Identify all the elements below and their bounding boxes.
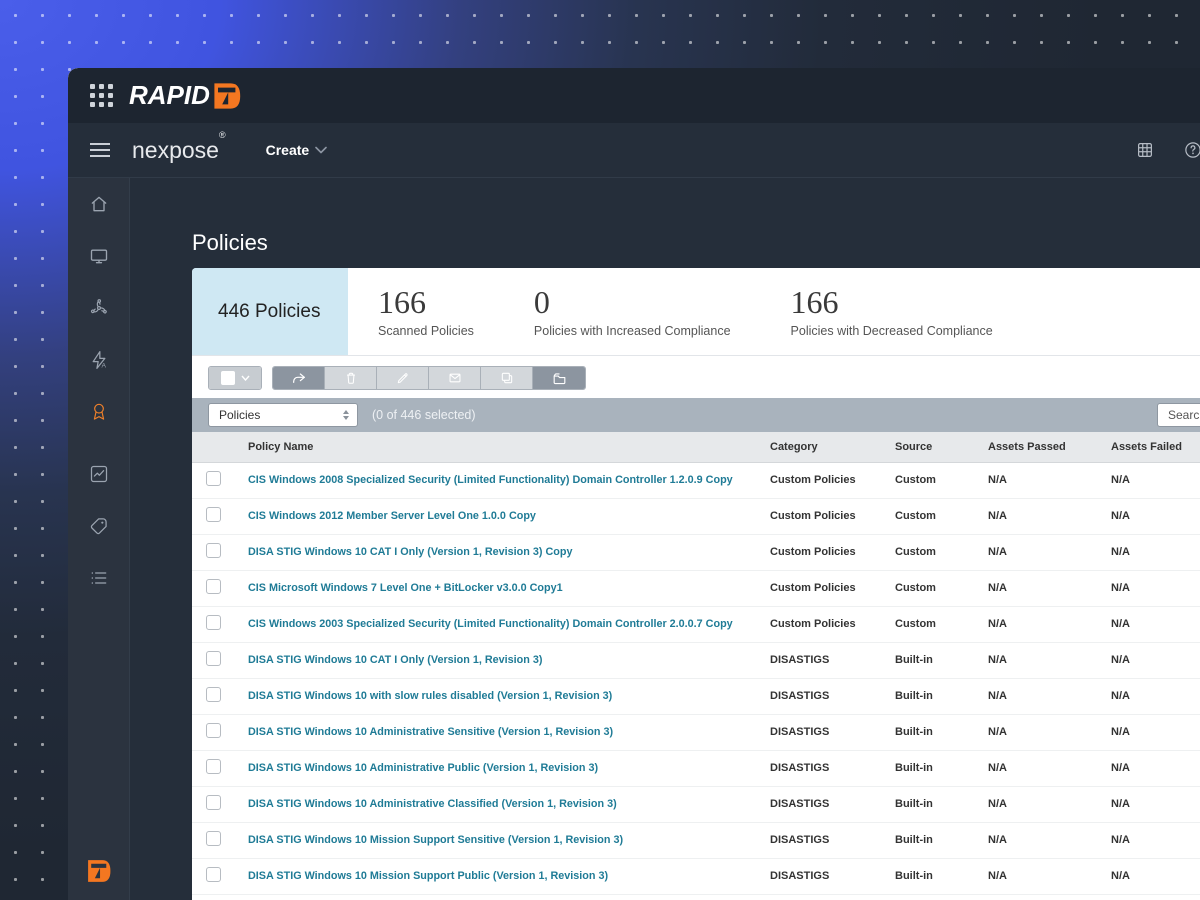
svg-text:A: A: [101, 363, 106, 370]
